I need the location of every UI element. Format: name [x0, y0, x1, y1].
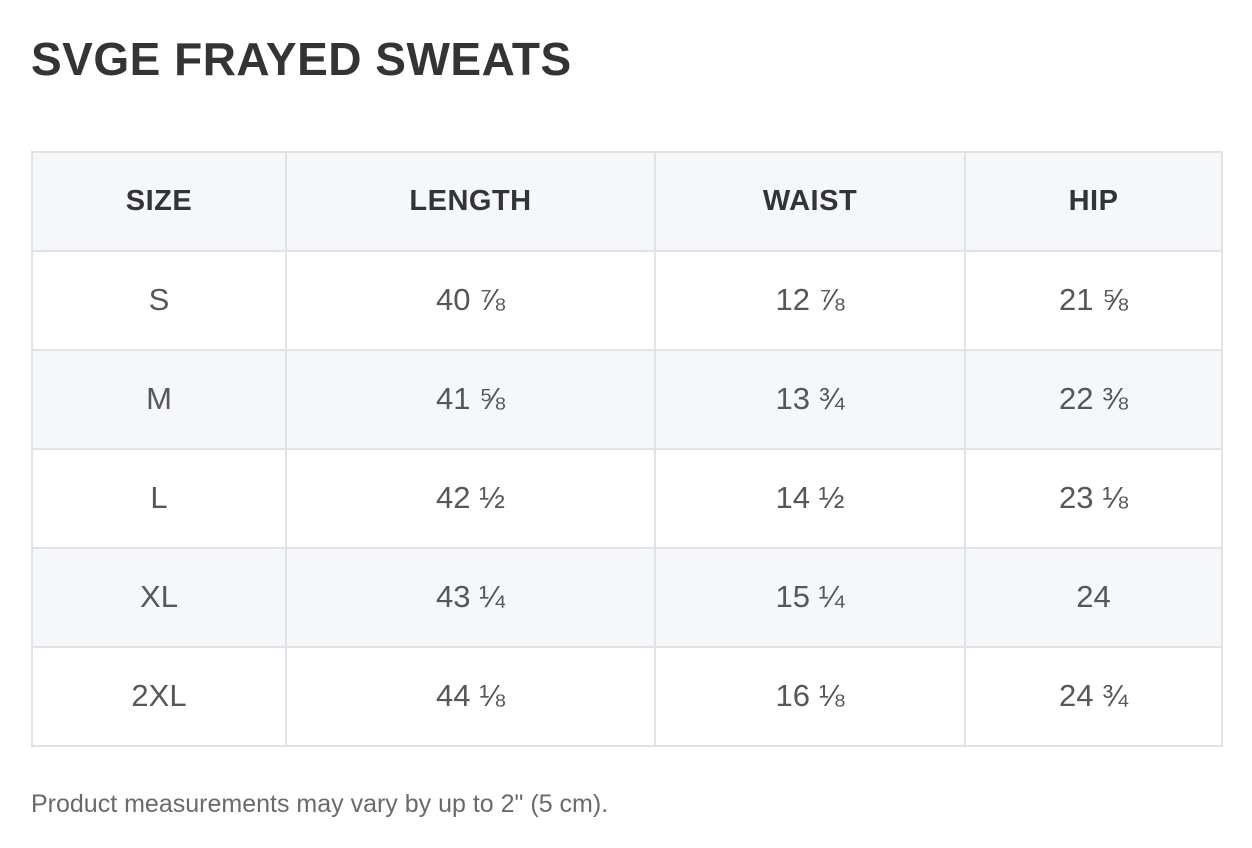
column-header-hip: HIP [964, 150, 1223, 252]
table-row-xl: XL 43 ¼ 15 ¼ 24 [31, 546, 1223, 648]
column-header-size: SIZE [31, 150, 287, 252]
length-cell: 43 ¼ [285, 546, 656, 648]
length-cell: 40 ⅞ [285, 249, 656, 351]
hip-cell: 21 ⅝ [964, 249, 1223, 351]
size-chart-table: SIZE LENGTH WAIST HIP S 40 ⅞ 12 ⅞ 21 ⅝ M… [31, 150, 1223, 747]
size-cell: M [31, 348, 287, 450]
size-cell: 2XL [31, 645, 287, 747]
page-title: SVGE FRAYED SWEATS [31, 33, 572, 85]
table-row-s: S 40 ⅞ 12 ⅞ 21 ⅝ [31, 249, 1223, 351]
hip-cell: 23 ⅛ [964, 447, 1223, 549]
hip-cell: 24 [964, 546, 1223, 648]
hip-cell: 24 ¾ [964, 645, 1223, 747]
size-chart-header: SIZE LENGTH WAIST HIP [31, 150, 1223, 252]
length-cell: 41 ⅝ [285, 348, 656, 450]
column-header-waist: WAIST [654, 150, 966, 252]
table-row-m: M 41 ⅝ 13 ¾ 22 ⅜ [31, 348, 1223, 450]
size-cell: L [31, 447, 287, 549]
size-cell: XL [31, 546, 287, 648]
length-cell: 44 ⅛ [285, 645, 656, 747]
table-row-2xl: 2XL 44 ⅛ 16 ⅛ 24 ¾ [31, 645, 1223, 747]
measurement-note: Product measurements may vary by up to 2… [31, 789, 609, 818]
waist-cell: 14 ½ [654, 447, 966, 549]
waist-cell: 12 ⅞ [654, 249, 966, 351]
size-cell: S [31, 249, 287, 351]
hip-cell: 22 ⅜ [964, 348, 1223, 450]
table-row-l: L 42 ½ 14 ½ 23 ⅛ [31, 447, 1223, 549]
waist-cell: 15 ¼ [654, 546, 966, 648]
length-cell: 42 ½ [285, 447, 656, 549]
column-header-length: LENGTH [285, 150, 656, 252]
waist-cell: 16 ⅛ [654, 645, 966, 747]
waist-cell: 13 ¾ [654, 348, 966, 450]
header-row: SIZE LENGTH WAIST HIP [31, 150, 1223, 252]
size-chart-body: S 40 ⅞ 12 ⅞ 21 ⅝ M 41 ⅝ 13 ¾ 22 ⅜ L 42 ½… [31, 249, 1223, 747]
